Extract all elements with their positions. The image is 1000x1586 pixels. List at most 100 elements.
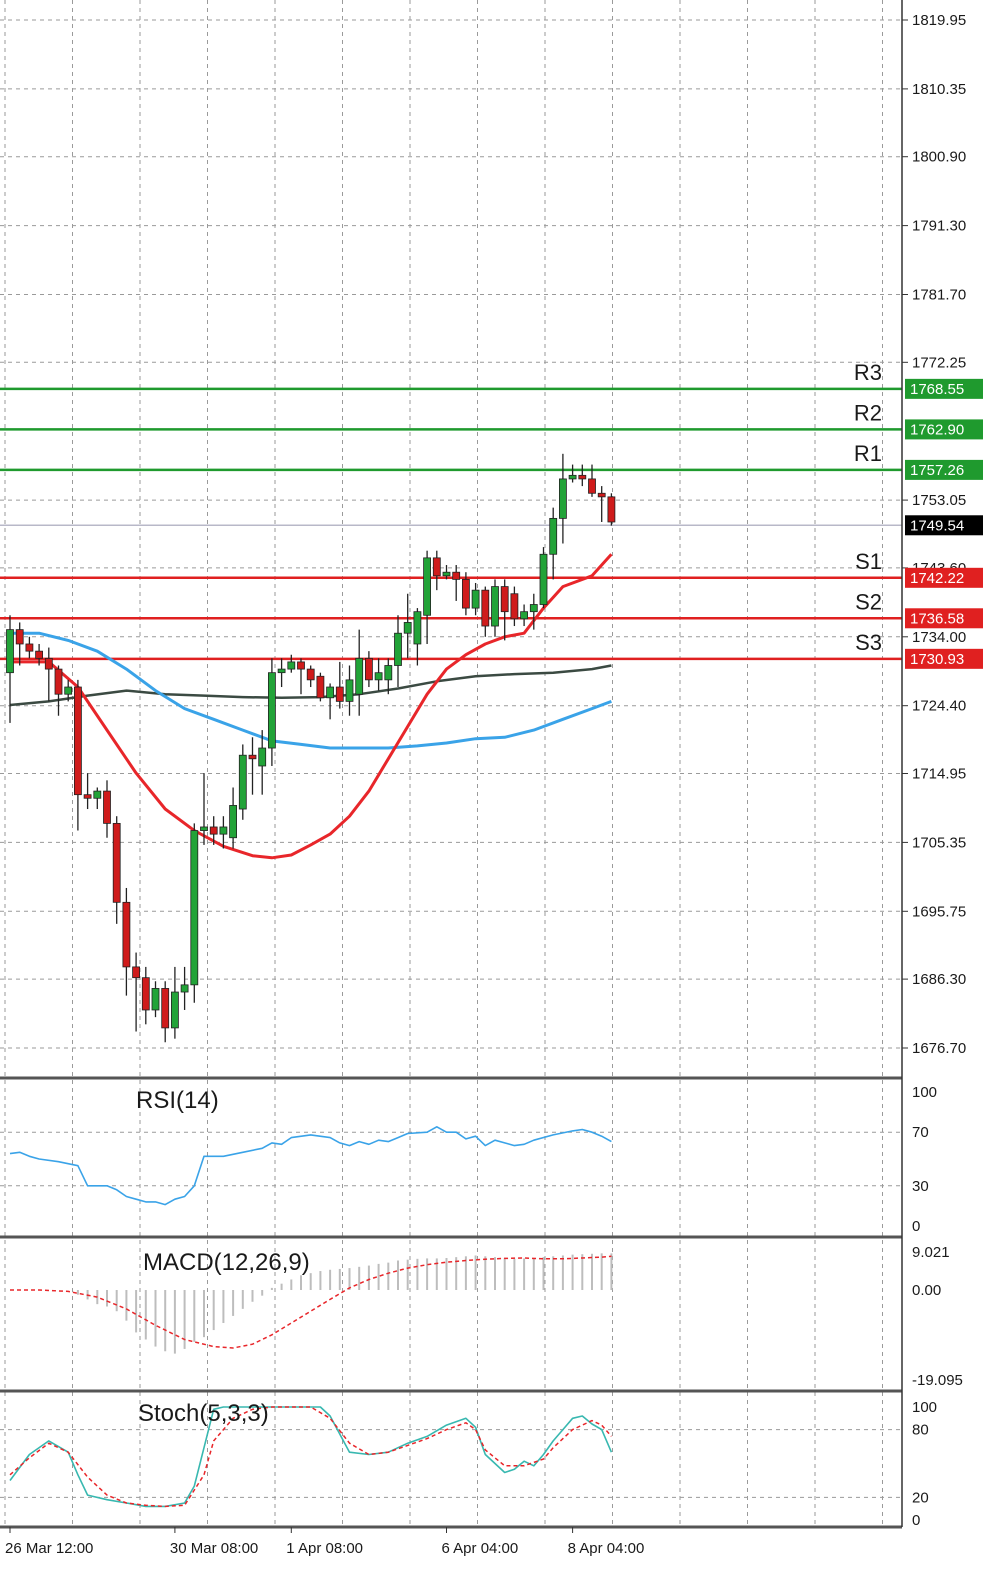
price-tick-label: 1695.75: [912, 903, 966, 920]
level-tag-value-s3: 1730.93: [910, 651, 964, 668]
level-lines: [0, 387, 902, 661]
candle-body: [500, 586, 509, 613]
level-name-r2: R2: [854, 400, 882, 425]
macd-signal-line: [10, 1255, 612, 1349]
level-name-r1: R1: [854, 441, 882, 466]
price-tick-label: 1734.00: [912, 629, 966, 646]
candles: [6, 453, 616, 1043]
candle-body: [258, 747, 267, 767]
candle-body: [297, 661, 305, 670]
candle-body: [345, 679, 354, 702]
candle-body: [209, 826, 218, 835]
level-name-s3: S3: [855, 630, 882, 655]
candle-body: [413, 611, 422, 645]
price-tick-label: 1800.90: [912, 149, 966, 166]
labels: R3 1768.55 R2 1762.90 R1 1757.26 S1 1742.22 S2 17…: [136, 360, 983, 1427]
candle-body: [578, 474, 587, 480]
candle-body: [442, 571, 451, 577]
time-tick-label: 8 Apr 04:00: [568, 1540, 645, 1557]
stoch-tick-label: 0: [912, 1512, 920, 1529]
rsi-title: RSI(14): [136, 1087, 219, 1114]
price-tick-label: 1724.40: [912, 698, 966, 715]
stoch-tick-label: 20: [912, 1489, 929, 1506]
stoch-title: Stoch(5,3,3): [138, 1400, 269, 1427]
rsi-panel: [9, 1126, 612, 1206]
candle-body: [170, 991, 179, 1029]
candle-body: [83, 794, 92, 799]
level-tag-value-s2: 1736.58: [910, 610, 964, 627]
macd-tick-label: 0.00: [912, 1282, 941, 1299]
macd-panel: [10, 1253, 613, 1354]
level-name-s2: S2: [855, 589, 882, 614]
candle-body: [74, 686, 82, 796]
stoch-d-line: [9, 1406, 612, 1508]
stoch-tick-label: 100: [912, 1399, 937, 1416]
candle-body: [471, 589, 480, 609]
rsi-tick-label: 70: [912, 1124, 929, 1141]
candle-body: [141, 977, 150, 1011]
candle-body: [588, 478, 596, 494]
candle-body: [15, 629, 24, 645]
candle-body: [122, 901, 131, 968]
candle-body: [403, 622, 412, 634]
candle-body: [151, 988, 160, 1011]
candle-body: [93, 790, 102, 799]
level-tag-value-s1: 1742.22: [910, 570, 964, 587]
candle-body: [481, 589, 490, 627]
candle-body: [267, 672, 276, 749]
axes: 1819.95 1810.35 1800.90 1791.30 1781.70 1772.…: [0, 0, 966, 1557]
candle-body: [461, 578, 470, 609]
candle-body: [491, 586, 499, 627]
candle-body: [161, 988, 170, 1029]
candle-body: [229, 805, 238, 839]
grid-layer: [0, 0, 902, 1527]
candle-body: [597, 492, 606, 498]
level-tag-s1: [905, 567, 983, 588]
price-tick-label: 1781.70: [912, 286, 966, 303]
ma-fast-line: [10, 553, 613, 860]
candle-body: [306, 668, 315, 681]
rsi-tick-label: 30: [912, 1178, 929, 1195]
level-tag-value-r3: 1768.55: [910, 381, 964, 398]
candle-body: [335, 686, 344, 702]
candle-body: [452, 571, 461, 580]
price-tick-label: 1772.25: [912, 354, 966, 371]
rsi-tick-label: 0: [912, 1218, 920, 1235]
candle-body: [25, 643, 34, 652]
price-tick-label: 1810.35: [912, 81, 966, 98]
current-price-value: 1749.54: [910, 517, 964, 534]
stoch-tick-label: 80: [912, 1422, 929, 1439]
level-name-s1: S1: [855, 549, 882, 574]
level-tag-r3: [905, 378, 983, 399]
time-tick-label: 1 Apr 08:00: [286, 1540, 363, 1557]
candle-body: [607, 496, 616, 523]
candle-body: [529, 604, 538, 613]
time-tick-label: 30 Mar 08:00: [170, 1540, 258, 1557]
level-tag-r2: [905, 419, 983, 440]
current-price-tag: [905, 515, 983, 536]
time-tick-label: 6 Apr 04:00: [442, 1540, 519, 1557]
candle-body: [316, 675, 325, 699]
ma-mid-line: [10, 631, 612, 750]
candle-body: [432, 557, 441, 577]
candle-body: [423, 557, 432, 616]
candle-body: [355, 657, 364, 695]
macd-title: MACD(12,26,9): [143, 1249, 310, 1276]
macd-tick-label: -19.095: [912, 1372, 963, 1389]
stoch-panel: [9, 1406, 613, 1508]
level-tag-value-r1: 1757.26: [910, 462, 964, 479]
candle-body: [520, 611, 528, 620]
candle-body: [190, 830, 199, 986]
candle-body: [238, 754, 247, 810]
candle-body: [374, 672, 383, 681]
candle-body: [549, 517, 558, 555]
candle-body: [180, 984, 189, 993]
candle-body: [132, 966, 141, 979]
candle-body: [6, 629, 14, 674]
price-tick-label: 1791.30: [912, 218, 966, 235]
price-tick-label: 1753.05: [912, 492, 966, 509]
rsi-tick-label: 100: [912, 1084, 937, 1101]
candle-body: [44, 657, 53, 670]
